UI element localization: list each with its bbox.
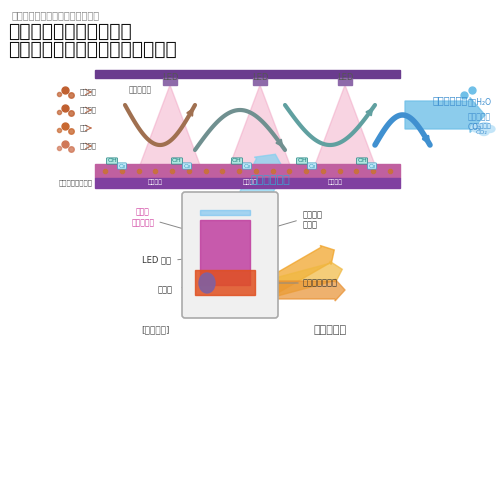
Ellipse shape [485, 126, 495, 132]
Text: 二酸化炭素
CO₂: 二酸化炭素 CO₂ [468, 112, 491, 132]
Text: OH: OH [232, 158, 242, 164]
Text: O₂: O₂ [368, 164, 376, 168]
Text: 有害物質: 有害物質 [80, 106, 97, 114]
Text: LED: LED [252, 73, 268, 82]
Text: 水　H₂O: 水 H₂O [468, 98, 492, 106]
Bar [95, 178, 400, 188]
Text: O₂: O₂ [308, 164, 316, 168]
Text: LED: LED [162, 73, 178, 82]
Text: OH: OH [297, 158, 307, 164]
Text: ファン: ファン [158, 286, 172, 294]
Bar [163, 78, 177, 85]
Text: 吸着フィルターなしでも: 吸着フィルターなしでも [8, 22, 132, 41]
Text: 酸化分解: 酸化分解 [328, 179, 342, 185]
Text: 光触媒フィルター: 光触媒フィルター [59, 180, 93, 186]
Ellipse shape [199, 273, 215, 293]
Text: プレフィルター: プレフィルター [303, 278, 338, 287]
Text: O₂: O₂ [118, 164, 126, 168]
Text: カルテックの光触媒テクノロジー: カルテックの光触媒テクノロジー [12, 10, 100, 20]
Ellipse shape [479, 128, 489, 136]
Text: 汚れた空気: 汚れた空気 [314, 325, 346, 335]
FancyArrow shape [260, 246, 334, 298]
Text: OH: OH [357, 158, 367, 164]
Bar [200, 220, 250, 285]
Bar [253, 78, 267, 85]
Text: LED: LED [337, 73, 353, 82]
FancyBboxPatch shape [182, 192, 278, 318]
Text: キレイな空気: キレイな空気 [250, 175, 290, 185]
Text: O₂: O₂ [183, 164, 191, 168]
Text: O₂: O₂ [243, 164, 251, 168]
Text: 悪臭成分: 悪臭成分 [80, 142, 97, 150]
Text: 酸化分解: 酸化分解 [148, 179, 162, 185]
Text: 酸化分解: 酸化分解 [242, 179, 258, 185]
Ellipse shape [471, 124, 483, 132]
Text: キレイな空気: キレイな空気 [432, 95, 468, 105]
Bar [338, 78, 352, 85]
Bar [95, 70, 400, 78]
Text: フロント
パネル: フロント パネル [303, 210, 323, 230]
Text: OH: OH [172, 158, 182, 164]
Bar [195, 270, 255, 295]
Bar [200, 210, 250, 215]
Text: 空気の流れ: 空気の流れ [128, 86, 152, 94]
Text: 細菌: 細菌 [80, 124, 88, 132]
Polygon shape [230, 85, 290, 165]
FancyArrow shape [262, 262, 342, 298]
Text: OH: OH [107, 158, 117, 164]
Polygon shape [315, 85, 375, 165]
FancyArrow shape [265, 279, 345, 301]
Text: LED 基板: LED 基板 [142, 256, 172, 264]
Text: ウィルス: ウィルス [80, 88, 97, 96]
FancyArrow shape [236, 154, 286, 212]
FancyArrow shape [405, 98, 485, 132]
Text: 脱臭・除菌力がちがう光触媒技術: 脱臭・除菌力がちがう光触媒技術 [8, 40, 177, 59]
Polygon shape [140, 85, 200, 165]
Text: 二酸化炭素
CO₂: 二酸化炭素 CO₂ [472, 124, 492, 134]
Text: [イメージ]: [イメージ] [141, 325, 169, 334]
Text: 光触媒
フィルター: 光触媒 フィルター [132, 208, 202, 234]
Ellipse shape [480, 122, 490, 130]
Bar [95, 164, 400, 178]
